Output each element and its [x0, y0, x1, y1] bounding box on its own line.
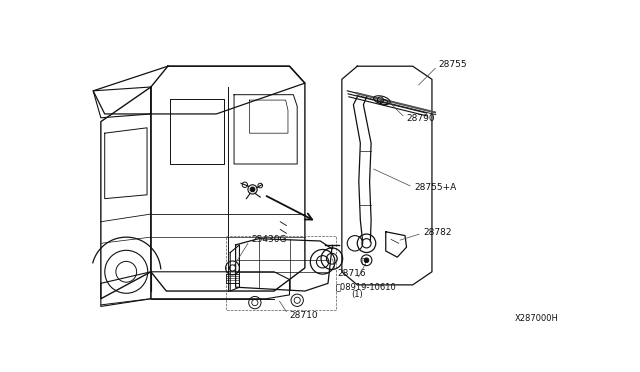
Text: 28755: 28755: [438, 60, 467, 69]
Text: 28710: 28710: [289, 311, 318, 320]
Text: 28755+A: 28755+A: [414, 183, 456, 192]
Circle shape: [364, 258, 369, 263]
Text: X287000H: X287000H: [515, 314, 559, 323]
Text: (1): (1): [351, 291, 363, 299]
Text: 28716: 28716: [337, 269, 366, 278]
Text: 25430G: 25430G: [251, 235, 287, 244]
Text: 28782: 28782: [424, 228, 452, 237]
Text: Ⓝ: Ⓝ: [362, 257, 365, 263]
Circle shape: [250, 187, 255, 192]
Text: 28790: 28790: [406, 114, 435, 123]
Text: Ⓝ08919-10610: Ⓝ08919-10610: [336, 283, 396, 292]
